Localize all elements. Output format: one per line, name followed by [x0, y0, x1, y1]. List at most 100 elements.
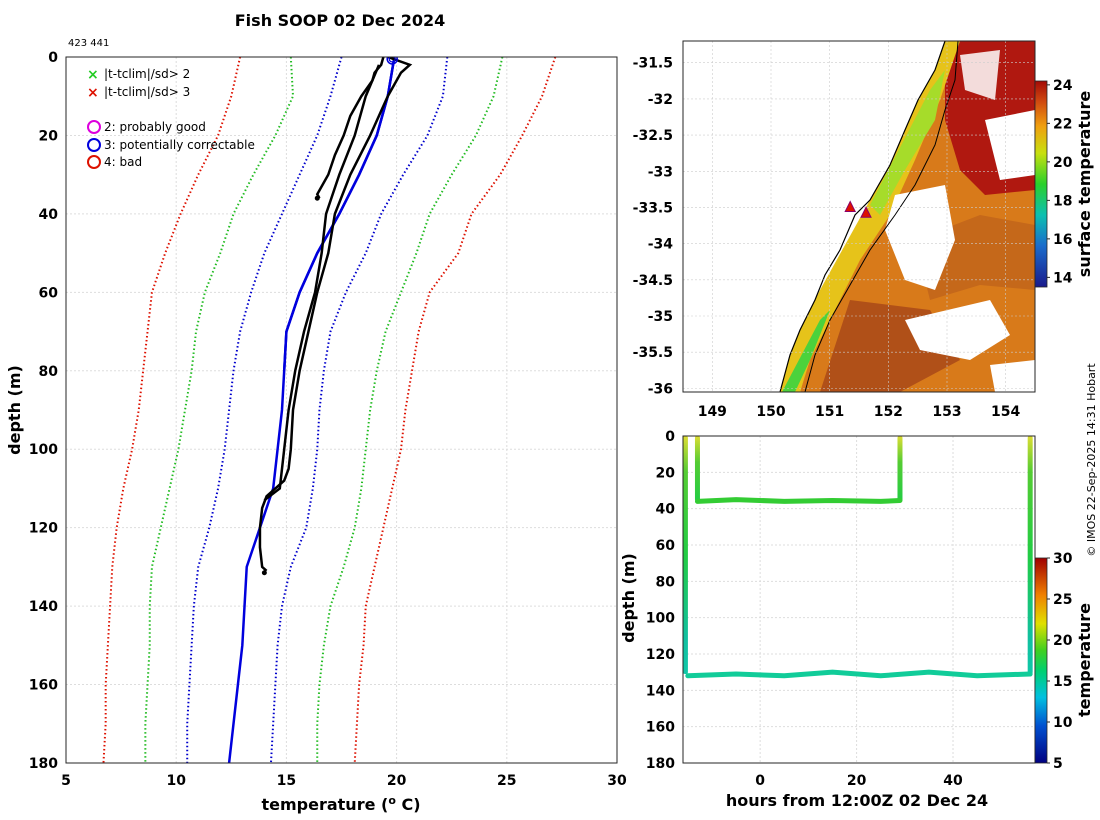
coastline: [779, 41, 946, 392]
profile-y-label: depth (m): [5, 365, 24, 455]
series-line-sd3: [102, 57, 242, 763]
blue-circle-marker: [87, 138, 101, 152]
legend-circle-magenta: 2: probably good: [104, 120, 206, 134]
y-tick-label: 0: [665, 429, 675, 445]
cloud-gap-5: [990, 360, 1035, 392]
y-tick-label: -34.5: [633, 273, 673, 289]
y-tick-label: -36: [648, 381, 673, 397]
y-tick-label: 20: [39, 128, 59, 144]
series-line-sd2: [316, 57, 504, 763]
x-tick-label: 150: [756, 404, 785, 420]
colorbar-tick-label: 25: [1053, 592, 1072, 608]
colorbar-tick-label: 5: [1053, 756, 1063, 772]
colorbar-tick-label: 30: [1053, 551, 1073, 567]
cast-bottom-trace: [685, 669, 1033, 679]
profile-lines: [102, 57, 557, 763]
x-tick-label: 153: [932, 404, 961, 420]
legend-circle-red: 4: bad: [104, 155, 142, 169]
series-line-sd2: [144, 57, 295, 763]
section-axes-box: [682, 435, 1036, 764]
land-mask: [683, 41, 945, 392]
sst-green-strip: [782, 310, 830, 392]
map-sst-field: [683, 41, 1035, 392]
x-tick-label: 20: [847, 773, 867, 789]
y-tick-label: 120: [29, 521, 58, 537]
y-tick-label: 20: [656, 465, 676, 481]
section-x-ticks: 0 20 40: [755, 773, 963, 789]
x-tick-label: 5: [61, 773, 71, 789]
map-grid: [683, 41, 1035, 392]
profile-y-ticks: 0 20 40 60 80 100 120 140 160 180: [29, 50, 58, 772]
series-line-clim: [227, 57, 396, 763]
sst-colorbar-label: surface temperature: [1075, 91, 1094, 278]
map-y-ticks: -31.5 -32 -32.5 -33 -33.5 -34 -34.5 -35 -35.5 -36: [633, 56, 674, 398]
qc-circle-marker: [386, 57, 398, 65]
x-tick-label: 154: [991, 404, 1020, 420]
cast-column: [694, 436, 700, 502]
colorbar-tick-label: 24: [1053, 78, 1073, 94]
y-tick-label: 40: [656, 502, 676, 518]
y-tick-label: 60: [656, 538, 676, 554]
y-tick-label: 140: [646, 683, 675, 699]
y-tick-label: 140: [29, 599, 58, 615]
section-y-label: depth (m): [619, 553, 638, 643]
green-cross-marker: ×: [87, 67, 99, 83]
x-tick-label: 10: [166, 773, 186, 789]
temperature-colorbar-ticks: 5 10 15 20 25 30: [1047, 551, 1073, 772]
colorbar-tick-label: 20: [1053, 155, 1073, 171]
y-tick-label: -35: [648, 309, 673, 325]
section-y-ticks: 0 20 40 60 80 100 120 140 160 180: [646, 429, 675, 772]
qc-circle-marker: [388, 57, 396, 63]
y-tick-label: -31.5: [633, 56, 673, 72]
series-line-sd3: [353, 57, 557, 763]
y-tick-label: -35.5: [633, 345, 673, 361]
profile-axes-box: [65, 56, 618, 764]
shelf-contour: [804, 41, 959, 392]
y-tick-label: 100: [29, 442, 58, 458]
section-x-label: hours from 12:00Z 02 Dec 24: [726, 791, 988, 810]
temperature-colorbar: [1034, 557, 1048, 764]
colorbar-tick-label: 15: [1053, 674, 1072, 690]
map-x-ticks: 149 150 151 152 153 154: [698, 404, 1021, 420]
x-tick-label: 151: [815, 404, 844, 420]
imos-stamp: © IMOS 22-Sep-2025 14:31 Hobart: [1085, 363, 1098, 557]
series-line-obs: [258, 57, 413, 572]
sst-colorbar-ticks: 14 16 18 20 22 24: [1047, 78, 1073, 286]
red-circle-marker: [87, 155, 101, 169]
figure-title: Fish SOOP 02 Dec 2024: [235, 11, 445, 30]
colorbar-tick-label: 18: [1053, 193, 1072, 209]
x-tick-label: 149: [698, 404, 727, 420]
cast-column: [1027, 436, 1033, 674]
profile-x-ticks: 5 10 15 20 25 30: [61, 773, 627, 789]
sst-cool-strip: [870, 70, 945, 215]
legend-cross-green: |t-tclim|/sd> 2: [104, 67, 190, 81]
y-tick-label: -33.5: [633, 200, 673, 216]
cast-location-marker: [860, 206, 872, 218]
section-casts: [683, 436, 1033, 679]
section-grid: [683, 435, 1035, 764]
profile-ids: 423 441: [68, 38, 109, 49]
y-tick-label: 100: [646, 611, 675, 627]
colorbar-tick-label: 16: [1053, 232, 1072, 248]
magenta-circle-marker: [87, 120, 101, 134]
y-tick-label: -32: [648, 92, 673, 108]
y-tick-label: 80: [39, 364, 59, 380]
cloud-gap-4: [960, 50, 1000, 100]
colorbar-tick-label: 10: [1053, 715, 1073, 731]
legend-circle-blue: 3: potentially correctable: [104, 138, 255, 152]
y-tick-label: -34: [648, 237, 674, 253]
cast-location-marker: [844, 200, 857, 212]
red-cross-marker: ×: [87, 85, 99, 101]
x-tick-label: 152: [874, 404, 903, 420]
y-tick-label: 0: [48, 50, 58, 66]
x-tick-label: 25: [497, 773, 516, 789]
colorbar-tick-label: 22: [1053, 116, 1072, 132]
y-tick-label: 60: [39, 285, 59, 301]
series-line-sd1: [269, 57, 449, 763]
y-tick-label: -32.5: [633, 128, 673, 144]
y-tick-label: 160: [646, 720, 675, 736]
x-tick-label: 15: [277, 773, 296, 789]
series-line-sd1: [186, 57, 343, 763]
profile-end-marker: [261, 570, 267, 576]
y-tick-label: 180: [29, 756, 58, 772]
